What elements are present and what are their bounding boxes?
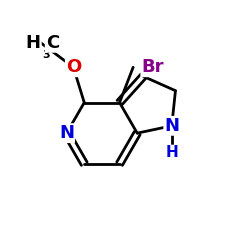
Text: 3: 3 xyxy=(42,50,50,59)
Text: N: N xyxy=(59,124,74,142)
Text: N: N xyxy=(164,117,179,135)
Text: H: H xyxy=(166,146,178,160)
Text: C: C xyxy=(46,34,59,52)
Text: Br: Br xyxy=(141,58,164,76)
Text: O: O xyxy=(66,58,81,76)
Text: H: H xyxy=(26,34,41,52)
